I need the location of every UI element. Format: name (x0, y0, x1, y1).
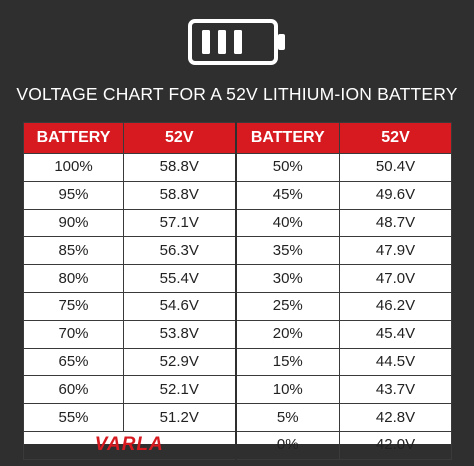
battery-cell: 35% (234, 236, 340, 266)
header-battery-right: BATTERY (234, 122, 340, 154)
battery-cell: 85% (23, 236, 124, 266)
table-row: VARLA 0% 42.0V (23, 430, 452, 460)
battery-cell: 75% (23, 291, 124, 321)
header-voltage-right: 52V (339, 122, 452, 154)
battery-cell: 15% (234, 347, 340, 377)
voltage-cell: 58.8V (123, 180, 236, 210)
battery-cell: 0% (234, 430, 340, 460)
table-row: 60% 52.1V 10% 43.7V (23, 375, 452, 405)
battery-cell: 80% (23, 264, 124, 293)
voltage-cell: 49.6V (339, 180, 452, 210)
table-row: 55% 51.2V 5% 42.8V (23, 403, 452, 432)
battery-cell: 55% (23, 403, 124, 432)
voltage-cell: 43.7V (339, 375, 452, 405)
table-row: 95% 58.8V 45% 49.6V (23, 180, 452, 210)
battery-cell: 100% (23, 153, 124, 182)
voltage-cell: 47.0V (339, 264, 452, 293)
voltage-cell: 55.4V (123, 264, 236, 293)
voltage-cell: 44.5V (339, 347, 452, 377)
voltage-cell: 52.9V (123, 347, 236, 377)
table-row: 100% 58.8V 50% 50.4V (23, 153, 452, 182)
voltage-cell: 42.8V (339, 403, 452, 432)
table-row: 90% 57.1V 40% 48.7V (23, 208, 452, 238)
battery-cell: 30% (234, 264, 340, 293)
voltage-table: BATTERY 52V BATTERY 52V 100% 58.8V 50% 50.4… (23, 122, 452, 460)
battery-cell: 20% (234, 319, 340, 349)
battery-cell: 25% (234, 291, 340, 321)
battery-cell: 50% (234, 153, 340, 182)
battery-cell: 10% (234, 375, 340, 405)
battery-cell: 5% (234, 403, 340, 432)
voltage-cell: 42.0V (339, 430, 452, 460)
voltage-cell: 53.8V (123, 319, 236, 349)
table-row: 75% 54.6V 25% 46.2V (23, 291, 452, 321)
table-header-row: BATTERY 52V BATTERY 52V (23, 122, 452, 154)
table-row: 80% 55.4V 30% 47.0V (23, 264, 452, 293)
page-title: VOLTAGE CHART FOR A 52V LITHIUM-ION BATT… (16, 84, 458, 104)
voltage-cell: 58.8V (123, 153, 236, 182)
voltage-table-container: BATTERY 52V BATTERY 52V 100% 58.8V 50% 50.4… (23, 122, 452, 460)
battery-cell: 70% (23, 319, 124, 349)
battery-cell: 40% (234, 208, 340, 238)
battery-cell: 65% (23, 347, 124, 377)
battery-cell: 90% (23, 208, 124, 238)
battery-cell: 95% (23, 180, 124, 210)
voltage-cell: 45.4V (339, 319, 452, 349)
voltage-cell: 48.7V (339, 208, 452, 238)
voltage-cell: 50.4V (339, 153, 452, 182)
voltage-cell: 47.9V (339, 236, 452, 266)
table-row: 85% 56.3V 35% 47.9V (23, 236, 452, 266)
header-battery-left: BATTERY (23, 122, 124, 154)
voltage-cell: 54.6V (123, 291, 236, 321)
table-row: 70% 53.8V 20% 45.4V (23, 319, 452, 349)
voltage-cell: 52.1V (123, 375, 236, 405)
battery-cell: 45% (234, 180, 340, 210)
voltage-cell: 56.3V (123, 236, 236, 266)
table-row: 65% 52.9V 15% 44.5V (23, 347, 452, 377)
battery-cell: 60% (23, 375, 124, 405)
brand-logo: VARLA (23, 430, 236, 460)
header-voltage-left: 52V (123, 122, 236, 154)
battery-icon (188, 19, 285, 65)
voltage-cell: 51.2V (123, 403, 236, 432)
voltage-cell: 57.1V (123, 208, 236, 238)
voltage-cell: 46.2V (339, 291, 452, 321)
